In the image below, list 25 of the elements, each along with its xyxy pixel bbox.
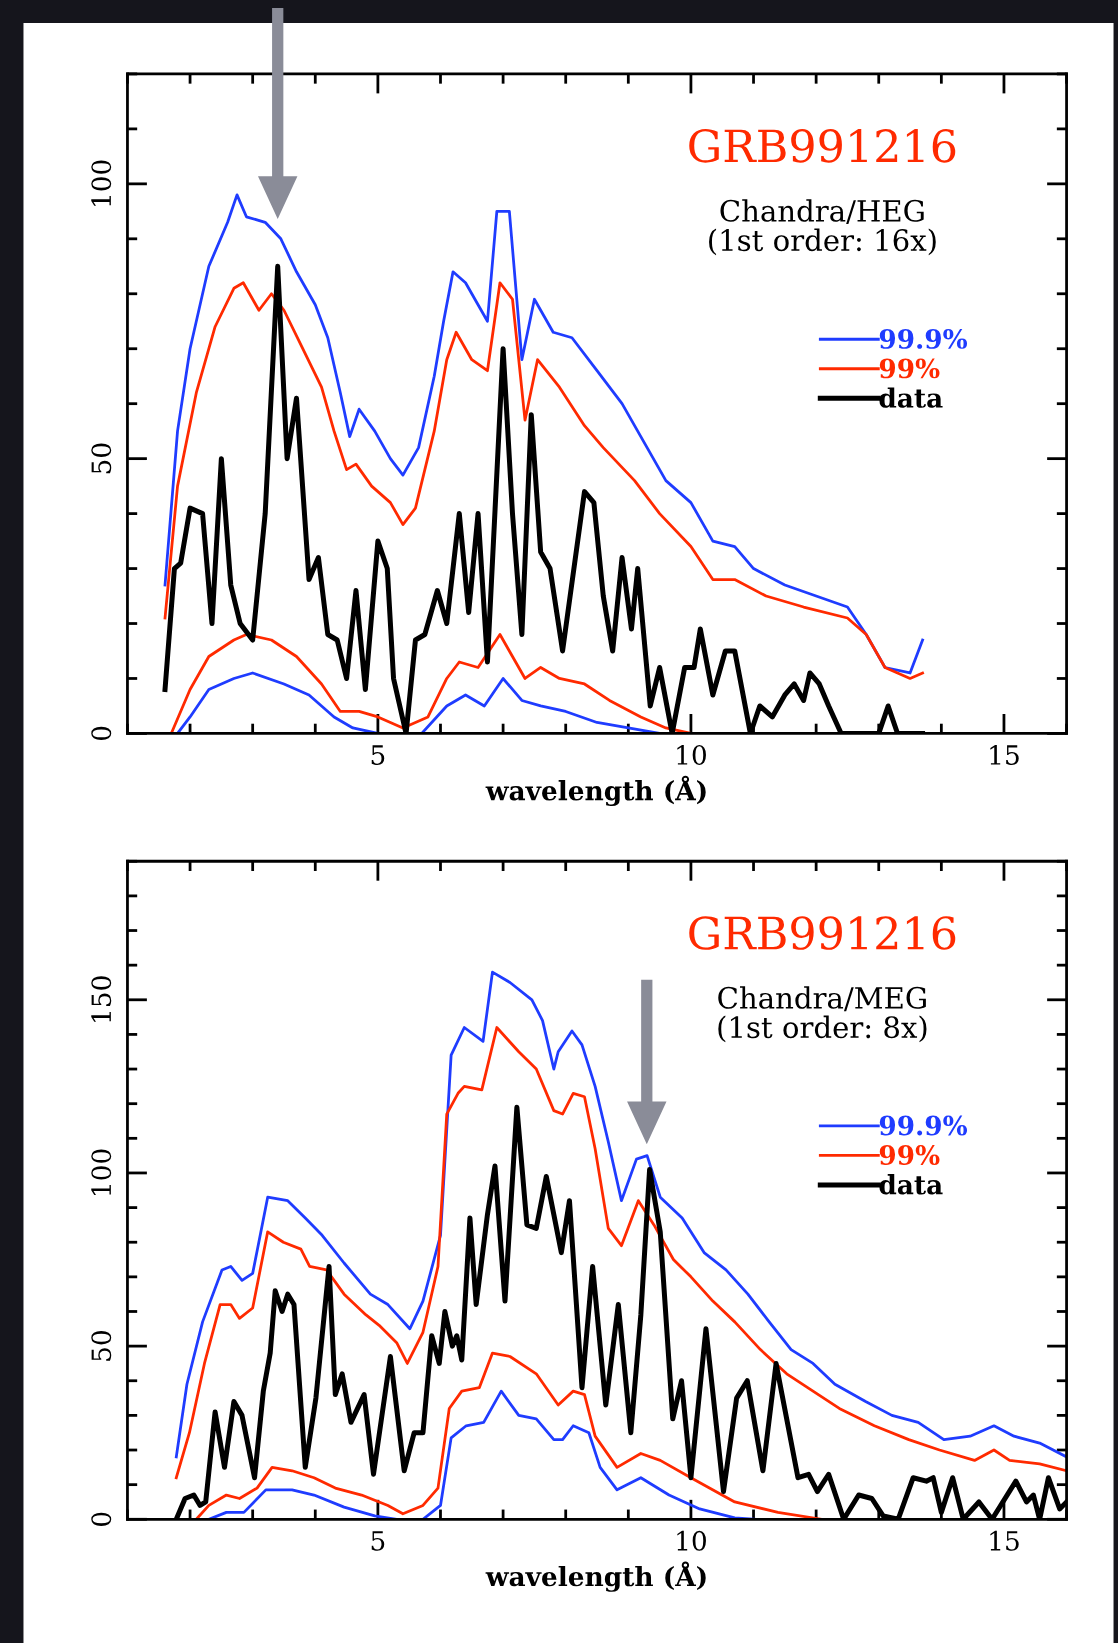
x-axis-title: wavelength (Å) [485, 1561, 706, 1592]
legend-label: 99.9% [879, 328, 968, 349]
y-tick-label: 50 [91, 443, 112, 474]
legend-label: data [879, 1174, 943, 1195]
text: GRB991216 [689, 916, 956, 950]
x-tick-label: 15 [990, 1530, 1019, 1551]
x-tick-label: 10 [677, 1530, 706, 1551]
y-tick-label: 150 [91, 976, 112, 1022]
x-tick-label: 15 [990, 745, 1019, 765]
legend-label: 99% [879, 358, 940, 379]
y-tick-label: 100 [91, 1149, 112, 1195]
y-tick-label: 0 [91, 1512, 112, 1526]
legend-label: data [879, 387, 943, 408]
x-axis-title: wavelength (Å) [485, 775, 706, 806]
text: GRB991216 [689, 129, 956, 163]
x-tick-label: 10 [677, 745, 706, 765]
y-tick-label: 0 [91, 726, 112, 741]
x-tick-label: 5 [371, 1531, 385, 1551]
legend-label: 99% [879, 1145, 940, 1166]
y-tick-label: 100 [91, 160, 112, 206]
legend-label: 99.9% [879, 1115, 968, 1136]
text: Chandra/MEG (1st order: 8x) [718, 986, 927, 1043]
y-tick-label: 50 [91, 1331, 112, 1361]
text: Chandra/HEG (1st order: 16x) [709, 199, 936, 256]
x-tick-label: 5 [371, 745, 385, 765]
